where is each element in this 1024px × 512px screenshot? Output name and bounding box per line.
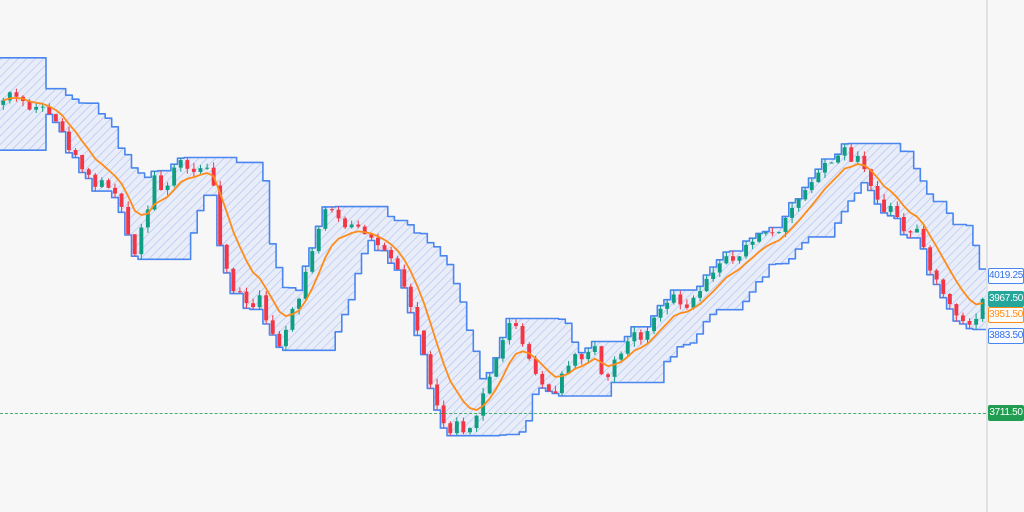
price-axis-separator: [986, 0, 988, 512]
lower-band-price-label: 3883.50: [988, 328, 1024, 345]
price-axis[interactable]: 4019.25 3967.50 3951.50 3883.50 3711.50: [988, 0, 1024, 512]
level-line[interactable]: [0, 412, 986, 414]
last-price-label: 3967.50: [988, 290, 1024, 307]
upper-band-price-label: 4019.25: [988, 267, 1024, 284]
level-price-label: 3711.50: [988, 404, 1024, 421]
moving-average-price-label: 3951.50: [988, 306, 1024, 323]
